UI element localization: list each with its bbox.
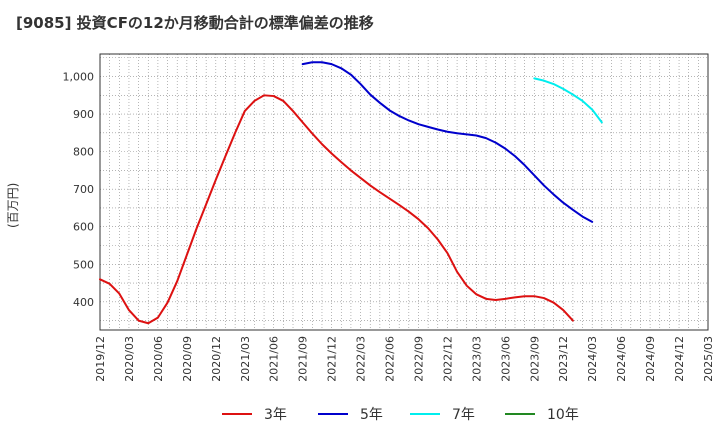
x-tick-label: 2024/06 xyxy=(615,336,628,382)
x-tick-label: 2022/09 xyxy=(412,336,425,382)
x-tick-label: 2021/09 xyxy=(297,336,310,382)
legend-label-10年: 10年 xyxy=(547,407,579,423)
series-line-7年 xyxy=(533,77,603,124)
plot-area xyxy=(100,54,708,330)
y-tick-label: 900 xyxy=(73,108,94,121)
x-tick-label: 2021/12 xyxy=(326,336,339,382)
y-tick-label: 400 xyxy=(73,296,94,309)
x-tick-label: 2025/03 xyxy=(702,336,715,382)
plot-border xyxy=(99,53,709,331)
x-tick-label: 2023/06 xyxy=(499,336,512,382)
y-tick-label: 800 xyxy=(73,146,94,159)
y-tick-label: 1,000 xyxy=(63,71,95,84)
x-tick-label: 2020/06 xyxy=(152,336,165,382)
x-tick-label: 2022/12 xyxy=(441,336,454,382)
x-tick-label: 2023/03 xyxy=(470,336,483,382)
legend-label-5年: 5年 xyxy=(360,407,383,423)
y-tick-label: 500 xyxy=(73,258,94,271)
series-line-3年 xyxy=(99,94,574,325)
x-tick-label: 2024/09 xyxy=(644,336,657,382)
x-tick-label: 2024/12 xyxy=(673,336,686,382)
series-line-5年 xyxy=(301,61,594,223)
x-tick-label: 2021/06 xyxy=(268,336,281,382)
chart-title: [9085] 投資CFの12か月移動合計の標準偏差の推移 xyxy=(16,14,374,32)
x-tick-label: 2019/12 xyxy=(94,336,107,382)
y-tick-label: 600 xyxy=(73,221,94,234)
y-tick-label: 700 xyxy=(73,183,94,196)
x-tick-label: 2021/03 xyxy=(239,336,252,382)
x-tick-label: 2020/12 xyxy=(210,336,223,382)
x-tick-label: 2023/09 xyxy=(528,336,541,382)
x-tick-label: 2020/09 xyxy=(181,336,194,382)
x-tick-label: 2023/12 xyxy=(557,336,570,382)
legend-label-7年: 7年 xyxy=(452,407,475,423)
x-tick-label: 2020/03 xyxy=(123,336,136,382)
x-tick-label: 2022/06 xyxy=(384,336,397,382)
legend-label-3年: 3年 xyxy=(264,407,287,423)
x-tick-label: 2024/03 xyxy=(586,336,599,382)
x-tick-label: 2022/03 xyxy=(355,336,368,382)
